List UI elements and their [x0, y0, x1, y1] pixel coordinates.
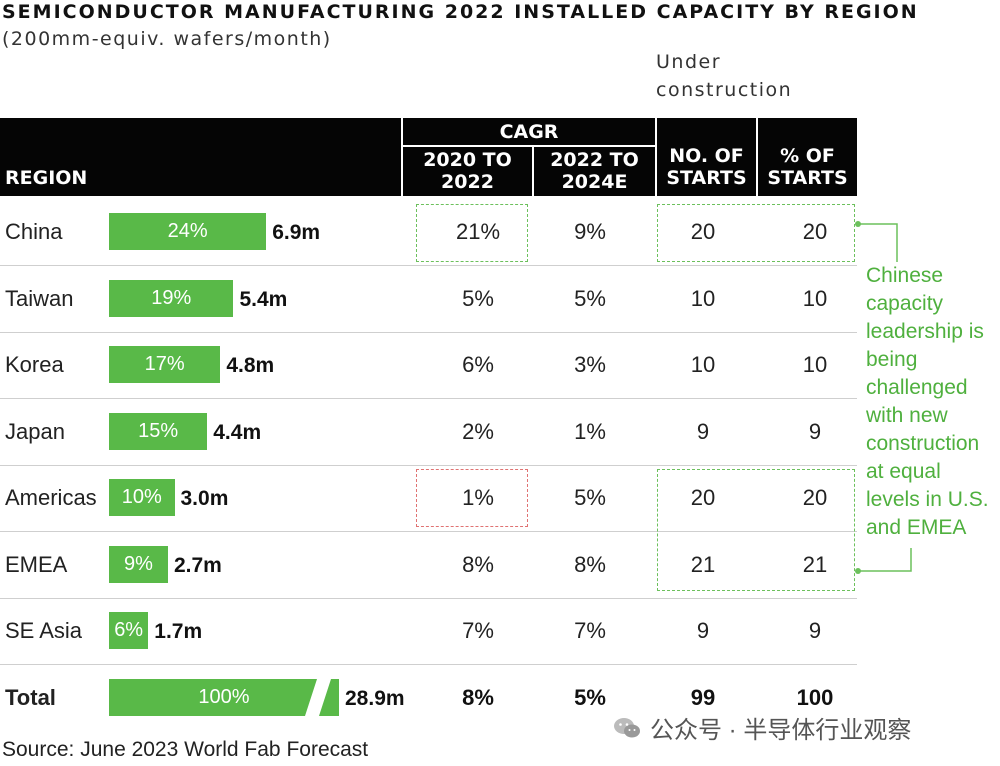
region-name: EMEA: [5, 551, 68, 577]
header-no-of-starts: NO. OF STARTS: [666, 145, 747, 189]
wechat-icon: [614, 717, 640, 737]
no-of-starts-value: 21: [690, 551, 716, 577]
share-label: 9%: [124, 552, 153, 575]
pct-of-starts-value: 20: [802, 485, 828, 510]
cagr-2020-2022-value: 8%: [462, 684, 494, 710]
capacity-share-bar: 10%: [109, 479, 175, 516]
pct-of-starts-value: 10: [802, 352, 828, 377]
chart-title: SEMICONDUCTOR MANUFACTURING 2022 INSTALL…: [2, 1, 919, 23]
pct-of-starts-value: 21: [802, 551, 828, 577]
capacity-share-bar: 17%: [109, 346, 221, 383]
share-label: 15%: [138, 419, 179, 442]
share-label: 19%: [151, 286, 192, 309]
region-name: Japan: [5, 418, 65, 444]
share-label: 17%: [144, 353, 185, 375]
cagr-2020-2022-value: 1%: [462, 485, 494, 510]
cagr-2022-2024-value: 5%: [574, 285, 606, 311]
capacity-share-bar: 15%: [109, 412, 208, 450]
header-region: REGION: [5, 167, 88, 189]
header-divider: [401, 118, 403, 196]
pct-of-starts-value: 10: [802, 285, 828, 311]
capacity-value: 2.7m: [173, 553, 222, 577]
cagr-2022-2024-value: 7%: [574, 618, 606, 643]
annotation-text: Chinese capacity leadership is being cha…: [866, 264, 989, 539]
header-pct-of-starts: % OF STARTS: [767, 145, 848, 189]
no-of-starts-value: 9: [696, 418, 710, 444]
share-label: 6%: [114, 619, 144, 641]
pct-of-starts-value: 9: [808, 418, 822, 444]
pct-of-starts-value: 20: [802, 219, 828, 244]
capacity-value: 5.4m: [239, 287, 288, 311]
share-label: 10%: [121, 486, 162, 508]
highlight-box-us-emea-starts: [657, 469, 855, 591]
region-name: SE Asia: [5, 618, 83, 643]
region-name: China: [5, 219, 63, 244]
header-divider: [532, 146, 534, 196]
cagr-2022-2024-value: 8%: [574, 551, 606, 577]
capacity-value: 3.0m: [180, 487, 229, 510]
no-of-starts-value: 20: [690, 219, 716, 244]
capacity-share-bar: 9%: [109, 545, 168, 583]
cagr-2020-2022-value: 8%: [462, 551, 494, 577]
region-name: Americas: [5, 485, 97, 510]
capacity-value: 1.7m: [154, 620, 203, 643]
table-row: Taiwan 19% 5.4m 5% 5% 10 10: [0, 266, 857, 333]
highlight-box-china-cagr: [416, 204, 528, 262]
cagr-2020-2022-value: 2%: [462, 418, 494, 444]
table-row: Americas 10% 3.0m 1% 5% 20 20: [0, 465, 857, 532]
header-cagr-2022-2024: 2022 TO 2024E: [550, 149, 639, 193]
region-name: Taiwan: [5, 285, 74, 311]
source-note: Source: June 2023 World Fab Forecast: [2, 738, 369, 761]
capacity-share-bar: 100%: [109, 672, 339, 722]
cagr-2020-2022-value: 21%: [455, 219, 501, 244]
watermark-text: 公众号 · 半导体行业观察: [650, 717, 912, 744]
under-construction-label: Under construction: [656, 51, 793, 101]
highlight-box-china-starts: [657, 204, 855, 262]
table-row: EMEA 9% 2.7m 8% 8% 21 21: [0, 532, 857, 599]
capacity-value: 6.9m: [272, 221, 321, 244]
share-label: 100%: [198, 685, 250, 708]
table-row-total: Total 100% 28.9m 8% 5% 99 100: [0, 665, 857, 731]
cagr-2022-2024-value: 9%: [574, 219, 606, 244]
pct-of-starts-value: 100: [796, 684, 834, 710]
cagr-2020-2022-value: 5%: [462, 285, 494, 311]
highlight-box-americas-cagr: [416, 469, 528, 527]
header-cagr: CAGR: [499, 121, 559, 143]
capacity-value: 28.9m: [345, 686, 405, 710]
capacity-share-bar: 24%: [109, 213, 267, 250]
cagr-2022-2024-value: 1%: [574, 418, 606, 444]
header-divider: [403, 145, 655, 147]
cagr-2020-2022-value: 6%: [462, 352, 494, 377]
header-cagr-2020-2022: 2020 TO 2022: [423, 149, 512, 193]
no-of-starts-value: 20: [690, 485, 716, 510]
pct-of-starts-value: 9: [808, 618, 822, 643]
header-divider: [655, 118, 657, 196]
cagr-2020-2022-value: 7%: [462, 618, 494, 643]
capacity-share-bar: 19%: [109, 279, 234, 317]
cagr-2022-2024-value: 3%: [574, 352, 606, 377]
capacity-value: 4.8m: [226, 354, 275, 377]
axis-break-mark: [303, 672, 333, 722]
table-row: SE Asia 6% 1.7m 7% 7% 9 9: [0, 598, 857, 665]
table-header: REGION CAGR 2020 TO 2022 2022 TO 2024E N…: [0, 118, 857, 196]
no-of-starts-value: 99: [690, 684, 716, 710]
capacity-value: 4.4m: [213, 420, 262, 444]
region-name: Total: [5, 684, 56, 710]
table-row: Korea 17% 4.8m 6% 3% 10 10: [0, 332, 857, 399]
share-label: 24%: [167, 220, 208, 242]
table-row: Japan 15% 4.4m 2% 1% 9 9: [0, 399, 857, 466]
cagr-2022-2024-value: 5%: [574, 485, 606, 510]
cagr-2022-2024-value: 5%: [574, 684, 606, 710]
header-divider: [756, 118, 758, 196]
watermark: 公众号 · 半导体行业观察: [612, 710, 911, 745]
table-row: China 24% 6.9m 21% 9% 20 20: [0, 199, 857, 266]
region-name: Korea: [5, 352, 64, 377]
no-of-starts-value: 10: [690, 352, 716, 377]
capacity-share-bar: 6%: [109, 612, 149, 649]
chart-subtitle: (200mm-equiv. wafers/month): [2, 28, 332, 50]
no-of-starts-value: 10: [690, 285, 716, 311]
no-of-starts-value: 9: [696, 618, 710, 643]
